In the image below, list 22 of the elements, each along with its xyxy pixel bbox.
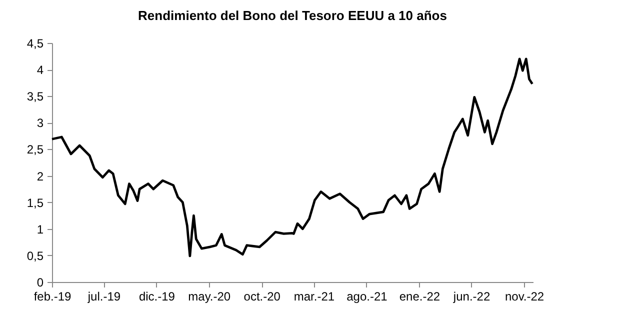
y-tick-label: 1 (36, 222, 44, 236)
x-tick-label: jul.-19 (86, 290, 121, 304)
x-tick-label: oct.-20 (244, 290, 281, 304)
x-tick-label: jun.-22 (452, 290, 490, 304)
y-tick-label: 3,5 (26, 90, 44, 104)
y-tick-label: 3 (36, 116, 44, 130)
x-tick-label: may.-20 (188, 290, 231, 304)
x-tick-label: mar.-21 (294, 290, 335, 304)
x-tick-label: feb.-19 (34, 290, 72, 304)
y-tick-label: 2 (36, 169, 44, 184)
x-tick-label: ene.-22 (399, 290, 440, 304)
y-tick-label: 0,5 (26, 248, 44, 263)
y-tick-label: 0 (36, 276, 44, 290)
y-tick-label: 2,5 (26, 142, 44, 157)
chart-title: Rendimiento del Bono del Tesoro EEUU a 10 años (138, 8, 447, 23)
x-tick-label: nov.-22 (504, 290, 544, 304)
line-series (50, 58, 534, 258)
x-tick-label: ago.-21 (346, 290, 388, 304)
y-tick-label: 1,5 (26, 196, 44, 210)
x-tick-label: dic.-19 (138, 290, 176, 304)
y-tick-label: 4 (36, 63, 44, 78)
y-tick-label: 4,5 (26, 36, 44, 50)
